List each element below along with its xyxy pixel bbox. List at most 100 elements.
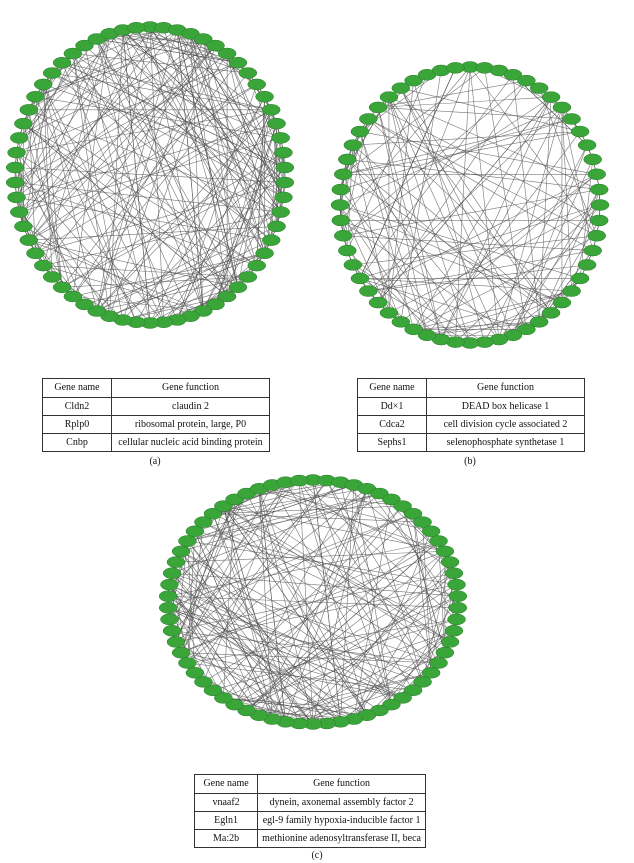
network-edge [84,45,281,213]
network-node [171,646,191,659]
network-node [444,625,464,637]
network-node [63,290,83,303]
network-node [517,74,536,87]
gene-function-cell: cellular nucleic acid binding protein [111,433,270,452]
network-edge [23,123,257,266]
network-edge [440,96,552,340]
network-edge [109,38,204,317]
network-edge [234,484,355,705]
network-node [14,117,33,130]
network-edge [96,226,277,312]
network-node [271,132,290,144]
network-edge [190,33,228,297]
network-edge [176,29,239,288]
network-edge [16,27,137,198]
table-row: Rplp0 ribosomal protein, large, P0 [42,415,270,434]
network-edge [298,561,451,724]
network-edge [62,276,248,288]
network-edge [359,278,572,292]
network-edge [43,265,248,278]
network-edge [180,484,273,653]
network-edge [23,27,164,227]
network-edge [340,630,455,723]
network-node [529,82,549,94]
network-edge [175,499,235,643]
network-node [255,247,274,260]
network-edge [176,29,272,241]
gene-name-cell: vnaaf2 [193,793,259,812]
network-edge [413,80,485,343]
network-edge [339,204,563,303]
network-edge [15,182,281,213]
network-edge [212,619,457,691]
network-edge [163,152,284,323]
network-node [26,247,45,260]
network-edge [172,630,439,664]
network-edge [169,584,247,711]
network-edge [28,109,281,213]
network-node [343,259,363,271]
network-edge [149,96,265,324]
network-edge [43,45,216,266]
network-edge [176,30,204,312]
network-edge [246,584,457,711]
network-edge [180,652,354,720]
network-edge [19,29,178,139]
network-edge [246,540,439,711]
network-edge [35,109,272,254]
network-node [238,67,258,79]
gene-function-cell: DEAD box helicase 1 [426,397,585,416]
network-edge [234,630,455,705]
network-node [583,244,602,257]
header-gene-function: Gene function [111,378,270,398]
network-edge [400,174,597,323]
network-edge [353,531,432,720]
network-edge [96,109,272,312]
network-edge [202,38,284,198]
network-node [225,698,244,711]
network-node [214,692,233,704]
network-edge [190,33,204,312]
network-edge [388,96,552,314]
network-node [275,176,295,189]
header-gene-name: Gene name [357,378,427,398]
network-edge [538,97,552,322]
table-row: Cldn2 claudin 2 [42,397,270,416]
panel-caption-a: (a) [149,456,161,467]
gene-table-c: Gene name Gene function vnaaf2 dynein, a… [193,774,426,848]
network-node [368,101,388,114]
network-edge [187,480,328,664]
network-edge [35,96,281,139]
network-edge [96,38,239,288]
network-edge [16,123,277,198]
network-edge [270,123,277,241]
network-edge [84,45,151,324]
network-edge [175,561,314,725]
gene-function-cell: ribosomal protein, large, P0 [111,415,270,434]
network-edge [223,506,286,722]
header-gene-name: Gene name [42,378,112,398]
network-node [14,220,33,233]
network-edge [175,488,368,643]
network-edge [258,488,341,722]
network-edge [226,53,272,241]
network-edge [96,33,191,312]
network-edge [343,118,572,175]
network-edge [171,573,314,725]
network-node [162,567,182,579]
network-node [52,56,72,69]
network-node [552,296,572,309]
gene-table-b: Gene name Gene function Dd×1 DEAD box he… [357,378,585,452]
network-edge [14,167,110,317]
network-edge [326,480,423,683]
network-edge [400,88,527,330]
network-node [331,183,351,196]
network-node [206,298,225,311]
network-edge [149,26,204,312]
network-edge [187,522,204,664]
network-node [203,507,223,520]
network-node [429,657,448,669]
network-edge [35,182,285,254]
network-node [261,104,281,116]
network-node [203,684,223,697]
